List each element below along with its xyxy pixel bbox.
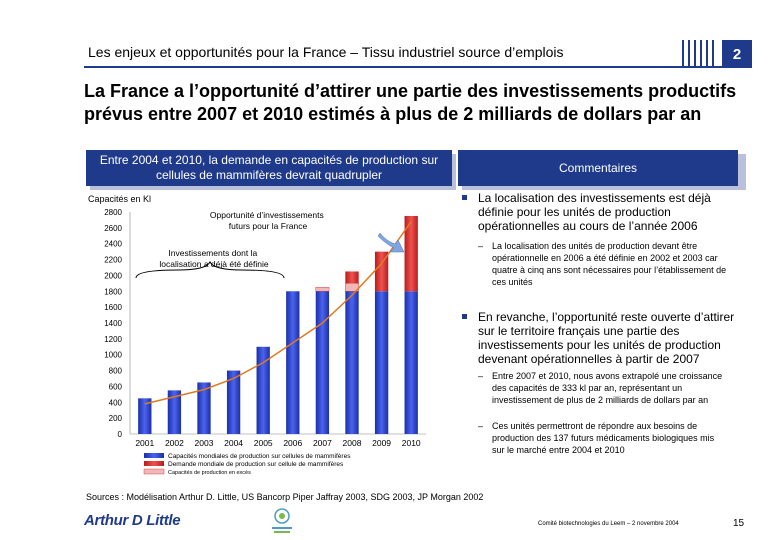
- bar-excess-2007: [315, 287, 330, 292]
- comment-bullet-1: La localisation des investissements est …: [462, 191, 740, 233]
- y-tick-label: 2800: [104, 208, 122, 217]
- bar-capacity-2006: [286, 291, 300, 434]
- page-number: 15: [733, 518, 745, 529]
- slide-title: La France a l’opportunité d’attirer une …: [84, 81, 737, 124]
- y-tick-label: 2000: [104, 271, 122, 280]
- x-tick-label: 2004: [224, 438, 243, 448]
- bar-capacity-2004: [226, 370, 241, 434]
- future-arrow-icon: [377, 232, 405, 253]
- legend-swatch: [144, 453, 164, 458]
- comments-heading: Commentaires: [458, 150, 738, 186]
- y-axis-label: Capacités en Kl: [88, 194, 151, 204]
- y-tick-label: 1400: [104, 319, 122, 328]
- x-tick-label: 2001: [135, 438, 154, 448]
- y-tick-label: 800: [109, 367, 123, 376]
- annotation-located: Investissements dont la localisation a d…: [159, 248, 268, 269]
- bar-capacity-2007: [315, 291, 330, 434]
- legend-swatch: [144, 461, 164, 466]
- legend-label: Capacités de production en excès: [168, 470, 251, 476]
- y-tick-label: 1000: [104, 351, 122, 360]
- brace-icon: [135, 260, 285, 279]
- bar-demand-2009: [374, 251, 389, 292]
- x-tick-label: 2005: [254, 438, 273, 448]
- comment-sub-2-2: – Ces unités permettront de répondre aux…: [478, 421, 715, 455]
- x-tick-label: 2008: [343, 438, 362, 448]
- footer-note: Comité biotechnologies du Leem – 2 novem…: [538, 521, 679, 527]
- y-tick-label: 2200: [104, 256, 122, 265]
- leem-emblem-icon: [272, 508, 292, 533]
- comment-bullet-2: En revanche, l’opportunité reste ouverte…: [462, 310, 740, 366]
- bullet-square-icon: [462, 195, 467, 200]
- y-tick-label: 2600: [104, 224, 122, 233]
- x-tick-label: 2002: [165, 438, 184, 448]
- header-title: Les enjeux et opportunités pour la Franc…: [88, 44, 564, 60]
- annotation-future: Opportunité d’investissements futurs pou…: [210, 210, 326, 231]
- bar-capacity-2001: [138, 398, 152, 434]
- comment-sub-2-1: – Entre 2007 et 2010, nous avons extrapo…: [478, 371, 723, 405]
- header-divider: [84, 66, 752, 68]
- bar-chart: Capacités en Kl 0 200 400 600 800 1000 1200 140…: [88, 194, 426, 476]
- sources-note: Sources : Modélisation Arthur D. Little,…: [86, 492, 484, 502]
- x-tick-label: 2006: [283, 438, 302, 448]
- y-tick-label: 1800: [104, 287, 122, 296]
- bar-capacity-2009: [374, 291, 389, 434]
- comment-sub-1-1: – La localisation des unités de producti…: [478, 241, 727, 287]
- bar-demand-2010: [404, 215, 418, 292]
- legend-swatch: [143, 468, 165, 475]
- bar-capacity-2008: [345, 291, 359, 434]
- y-tick-label: 600: [109, 382, 123, 391]
- bar-capacity-2002: [167, 390, 182, 434]
- bullet-square-icon: [462, 314, 467, 319]
- legend-label: Capacités mondiales de production sur ce…: [168, 453, 351, 460]
- bar-capacity-2010: [404, 291, 418, 434]
- arthur-d-little-logo: Arthur D Little: [84, 512, 181, 529]
- x-tick-label: 2010: [402, 438, 421, 448]
- x-tick-label: 2009: [372, 438, 391, 448]
- y-tick-label: 400: [109, 398, 123, 407]
- bar-demand-2008: [345, 271, 359, 284]
- y-tick-label: 2400: [104, 240, 122, 249]
- bar-capacity-2005: [256, 346, 270, 434]
- x-tick-label: 2003: [195, 438, 214, 448]
- y-tick-label: 0: [118, 430, 123, 439]
- bar-capacity-2003: [197, 382, 211, 434]
- header-decoration: [682, 40, 718, 66]
- section-number-badge: 2: [722, 40, 752, 68]
- y-tick-label: 200: [109, 414, 123, 423]
- demand-curve: [144, 221, 412, 405]
- y-tick-label: 1600: [104, 303, 122, 312]
- chart-panel-heading: Entre 2004 et 2010, la demande en capaci…: [86, 150, 452, 186]
- legend-label: Demande mondiale de production sur cellu…: [168, 461, 344, 468]
- y-tick-label: 1200: [104, 335, 122, 344]
- x-tick-label: 2007: [313, 438, 332, 448]
